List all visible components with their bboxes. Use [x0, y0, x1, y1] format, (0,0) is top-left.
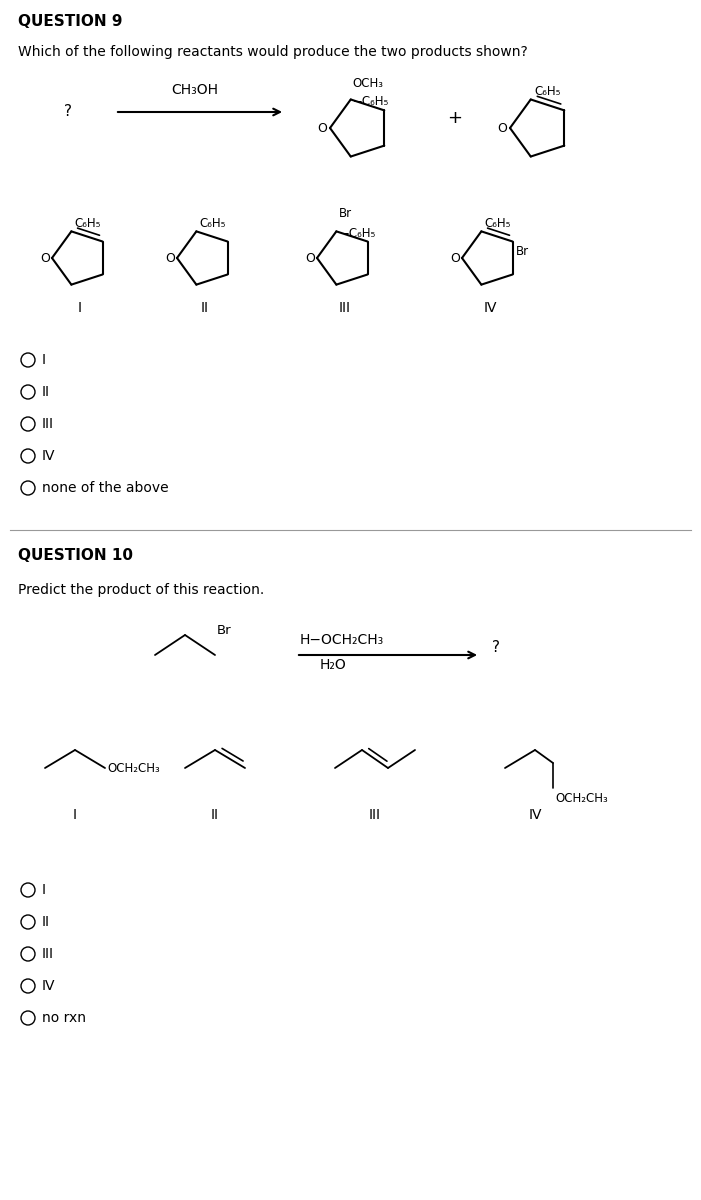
Text: IV: IV — [529, 808, 542, 822]
Text: IV: IV — [42, 979, 55, 994]
Text: OCH₂CH₃: OCH₂CH₃ — [555, 792, 608, 805]
Text: Predict the product of this reaction.: Predict the product of this reaction. — [18, 583, 264, 596]
Text: III: III — [42, 947, 54, 961]
Text: II: II — [201, 301, 209, 314]
Text: III: III — [339, 301, 351, 314]
Text: no rxn: no rxn — [42, 1010, 86, 1025]
Text: C₆H₅: C₆H₅ — [199, 217, 226, 230]
Text: I: I — [73, 808, 77, 822]
Text: II: II — [211, 808, 219, 822]
Text: III: III — [369, 808, 381, 822]
Text: Br: Br — [217, 624, 231, 636]
Text: C₆H₅: C₆H₅ — [74, 217, 101, 230]
Text: O: O — [305, 252, 315, 264]
Text: O: O — [165, 252, 175, 264]
Text: −C₆H₅: −C₆H₅ — [353, 95, 389, 108]
Text: CH₃OH: CH₃OH — [172, 83, 219, 97]
Text: II: II — [42, 385, 50, 398]
Text: H−OCH₂CH₃: H−OCH₂CH₃ — [300, 634, 384, 647]
Text: none of the above: none of the above — [42, 481, 169, 494]
Text: IV: IV — [483, 301, 497, 314]
Text: ?: ? — [64, 104, 72, 120]
Text: OCH₂CH₃: OCH₂CH₃ — [107, 762, 160, 774]
Text: ?: ? — [492, 641, 500, 655]
Text: I: I — [78, 301, 82, 314]
Text: O: O — [317, 121, 327, 134]
Text: +: + — [447, 109, 463, 127]
Text: H₂O: H₂O — [320, 658, 347, 672]
Text: Br: Br — [516, 245, 529, 258]
Text: Br: Br — [339, 206, 353, 220]
Text: IV: IV — [42, 449, 55, 463]
Text: C₆H₅: C₆H₅ — [484, 217, 511, 230]
Text: II: II — [42, 914, 50, 929]
Text: I: I — [42, 353, 46, 367]
Text: Which of the following reactants would produce the two products shown?: Which of the following reactants would p… — [18, 44, 528, 59]
Text: C₆H₅: C₆H₅ — [535, 85, 561, 98]
Text: III: III — [42, 416, 54, 431]
Text: O: O — [450, 252, 460, 264]
Text: O: O — [497, 121, 507, 134]
Text: OCH₃: OCH₃ — [353, 77, 383, 90]
Text: QUESTION 10: QUESTION 10 — [18, 547, 133, 563]
Text: QUESTION 9: QUESTION 9 — [18, 14, 123, 30]
Text: O: O — [40, 252, 50, 264]
Text: −C₆H₅: −C₆H₅ — [339, 227, 376, 240]
Text: I: I — [42, 883, 46, 898]
